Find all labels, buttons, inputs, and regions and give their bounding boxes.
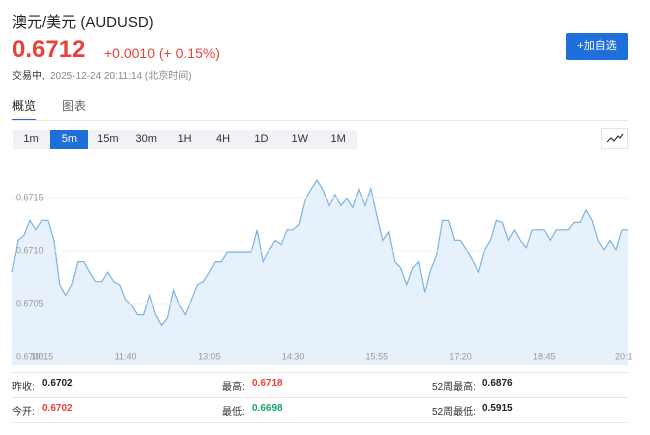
divider [12, 397, 628, 398]
change: +0.0010 (+ 0.15%) [104, 45, 220, 61]
stat-label: 最低: [222, 407, 245, 418]
title: 澳元/美元 (AUDUSD) [12, 14, 154, 31]
stat-label: 昨收: [12, 382, 35, 393]
x-tick-label: 17:20 [449, 351, 472, 361]
area-fill [12, 180, 628, 365]
interval-button[interactable]: 1m [23, 133, 39, 145]
status: 交易中, [12, 71, 45, 82]
price-line [11, 178, 628, 327]
stat-value: 0.6698 [252, 403, 283, 414]
interval-button[interactable]: 1M [330, 133, 346, 145]
x-tick-label: 13:05 [198, 351, 221, 361]
x-tick-label: 10:15 [31, 351, 54, 361]
x-tick-label: 18:45 [533, 351, 556, 361]
x-tick-label: 11:40 [115, 351, 137, 361]
y-tick-label: 0.6700 [16, 351, 44, 361]
add-watchlist-button[interactable]: +加自选 [566, 33, 628, 60]
stat-label: 52周最低: [432, 407, 476, 418]
timestamp: 2025-12-24 20:11:14 (北京时间) [50, 71, 192, 82]
interval-button[interactable]: 15m [97, 133, 119, 145]
y-tick-label: 0.6705 [16, 298, 44, 308]
interval-button[interactable]: 30m [135, 133, 157, 145]
stat-label: 最高: [222, 382, 245, 393]
stat-value: 0.6876 [482, 378, 513, 389]
interval-button[interactable]: 1W [291, 133, 309, 145]
interval-button[interactable]: 5m [50, 130, 89, 149]
x-tick-label: 14:30 [282, 351, 305, 361]
price: 0.6712 [12, 36, 86, 63]
stat-label: 52周最高: [432, 382, 476, 393]
y-tick-label: 0.6715 [16, 192, 44, 202]
y-tick-label: 0.6710 [16, 245, 44, 255]
stat-value: 0.6702 [42, 403, 73, 414]
divider [12, 120, 628, 121]
stat-value: 0.5915 [482, 403, 513, 414]
tab[interactable]: 概览 [12, 97, 37, 121]
interval-button[interactable]: 4H [215, 133, 231, 145]
divider [12, 422, 628, 423]
interval-bar [13, 130, 357, 149]
chart-type-icon[interactable] [601, 128, 628, 149]
interval-button[interactable]: 1H [177, 133, 192, 145]
x-tick-label: 20:1 [615, 351, 633, 361]
divider [12, 372, 628, 373]
stat-value: 0.6702 [42, 378, 73, 389]
stat-value: 0.6718 [252, 378, 283, 389]
interval-button[interactable]: 1D [254, 133, 269, 145]
icon-graphic [606, 133, 624, 143]
stat-label: 今开: [12, 407, 35, 418]
chart: 0.6700 0.6705 0.6710 0.6715 10:15 11:40 13:05 1… [11, 178, 633, 365]
x-tick-label: 15:55 [366, 351, 389, 361]
tab[interactable]: 图表 [62, 99, 87, 113]
